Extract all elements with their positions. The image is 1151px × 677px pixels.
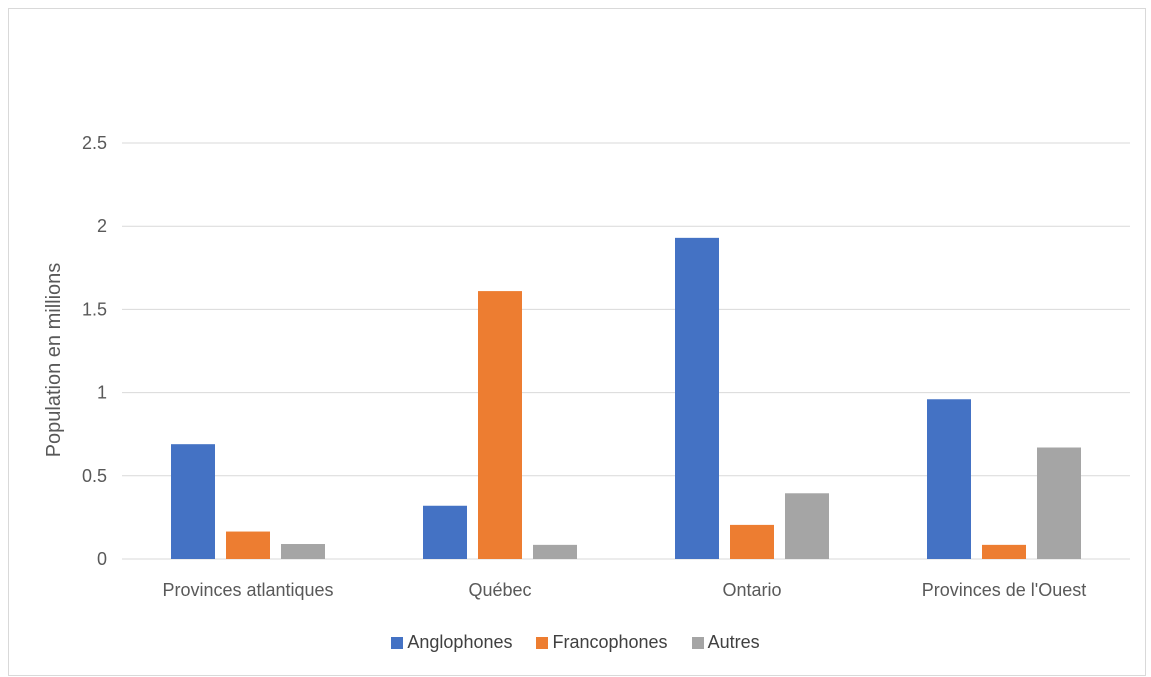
y-axis-label: Population en millions: [43, 263, 65, 458]
legend-swatch: [536, 636, 549, 649]
bar-anglophones: [927, 399, 971, 559]
x-tick-label: Québec: [468, 580, 531, 600]
bars: [171, 237, 1081, 559]
bar-autres: [533, 544, 577, 559]
x-tick-label: Provinces de l'Ouest: [922, 580, 1087, 600]
y-tick-label: 1.5: [82, 299, 107, 319]
bar-anglophones: [423, 505, 467, 559]
x-axis-ticks: Provinces atlantiques Québec Ontario Provin…: [162, 580, 1086, 600]
legend-swatch: [691, 636, 704, 649]
y-axis-ticks: 0 0.5 1 1.5 2 2.5: [82, 133, 107, 569]
bar-francophones: [982, 544, 1026, 559]
bar-anglophones: [675, 237, 719, 559]
bar-francophones: [730, 524, 774, 559]
y-tick-label: 2.5: [82, 133, 107, 153]
legend-item: Autres: [691, 632, 760, 653]
x-tick-label: Ontario: [722, 580, 781, 600]
legend: Anglophones Francophones Autres: [0, 632, 1151, 653]
legend-item: Anglophones: [391, 632, 512, 653]
bar-anglophones: [171, 444, 215, 559]
gridlines: [122, 142, 1130, 560]
legend-label: Anglophones: [407, 632, 513, 652]
legend-swatch: [391, 636, 404, 649]
bar-francophones: [478, 291, 522, 559]
y-tick-label: 1: [97, 383, 107, 403]
y-tick-label: 2: [97, 216, 107, 236]
x-tick-label: Provinces atlantiques: [162, 580, 333, 600]
y-tick-label: 0.5: [82, 466, 107, 486]
legend-label: Francophones: [552, 632, 668, 652]
bar-autres: [785, 493, 829, 559]
bar-francophones: [226, 531, 270, 559]
bar-autres: [1037, 447, 1081, 559]
y-tick-label: 0: [97, 549, 107, 569]
bar-autres: [281, 544, 325, 559]
legend-label: Autres: [707, 632, 760, 652]
legend-item: Francophones: [536, 632, 668, 653]
chart-frame: [8, 8, 1146, 676]
